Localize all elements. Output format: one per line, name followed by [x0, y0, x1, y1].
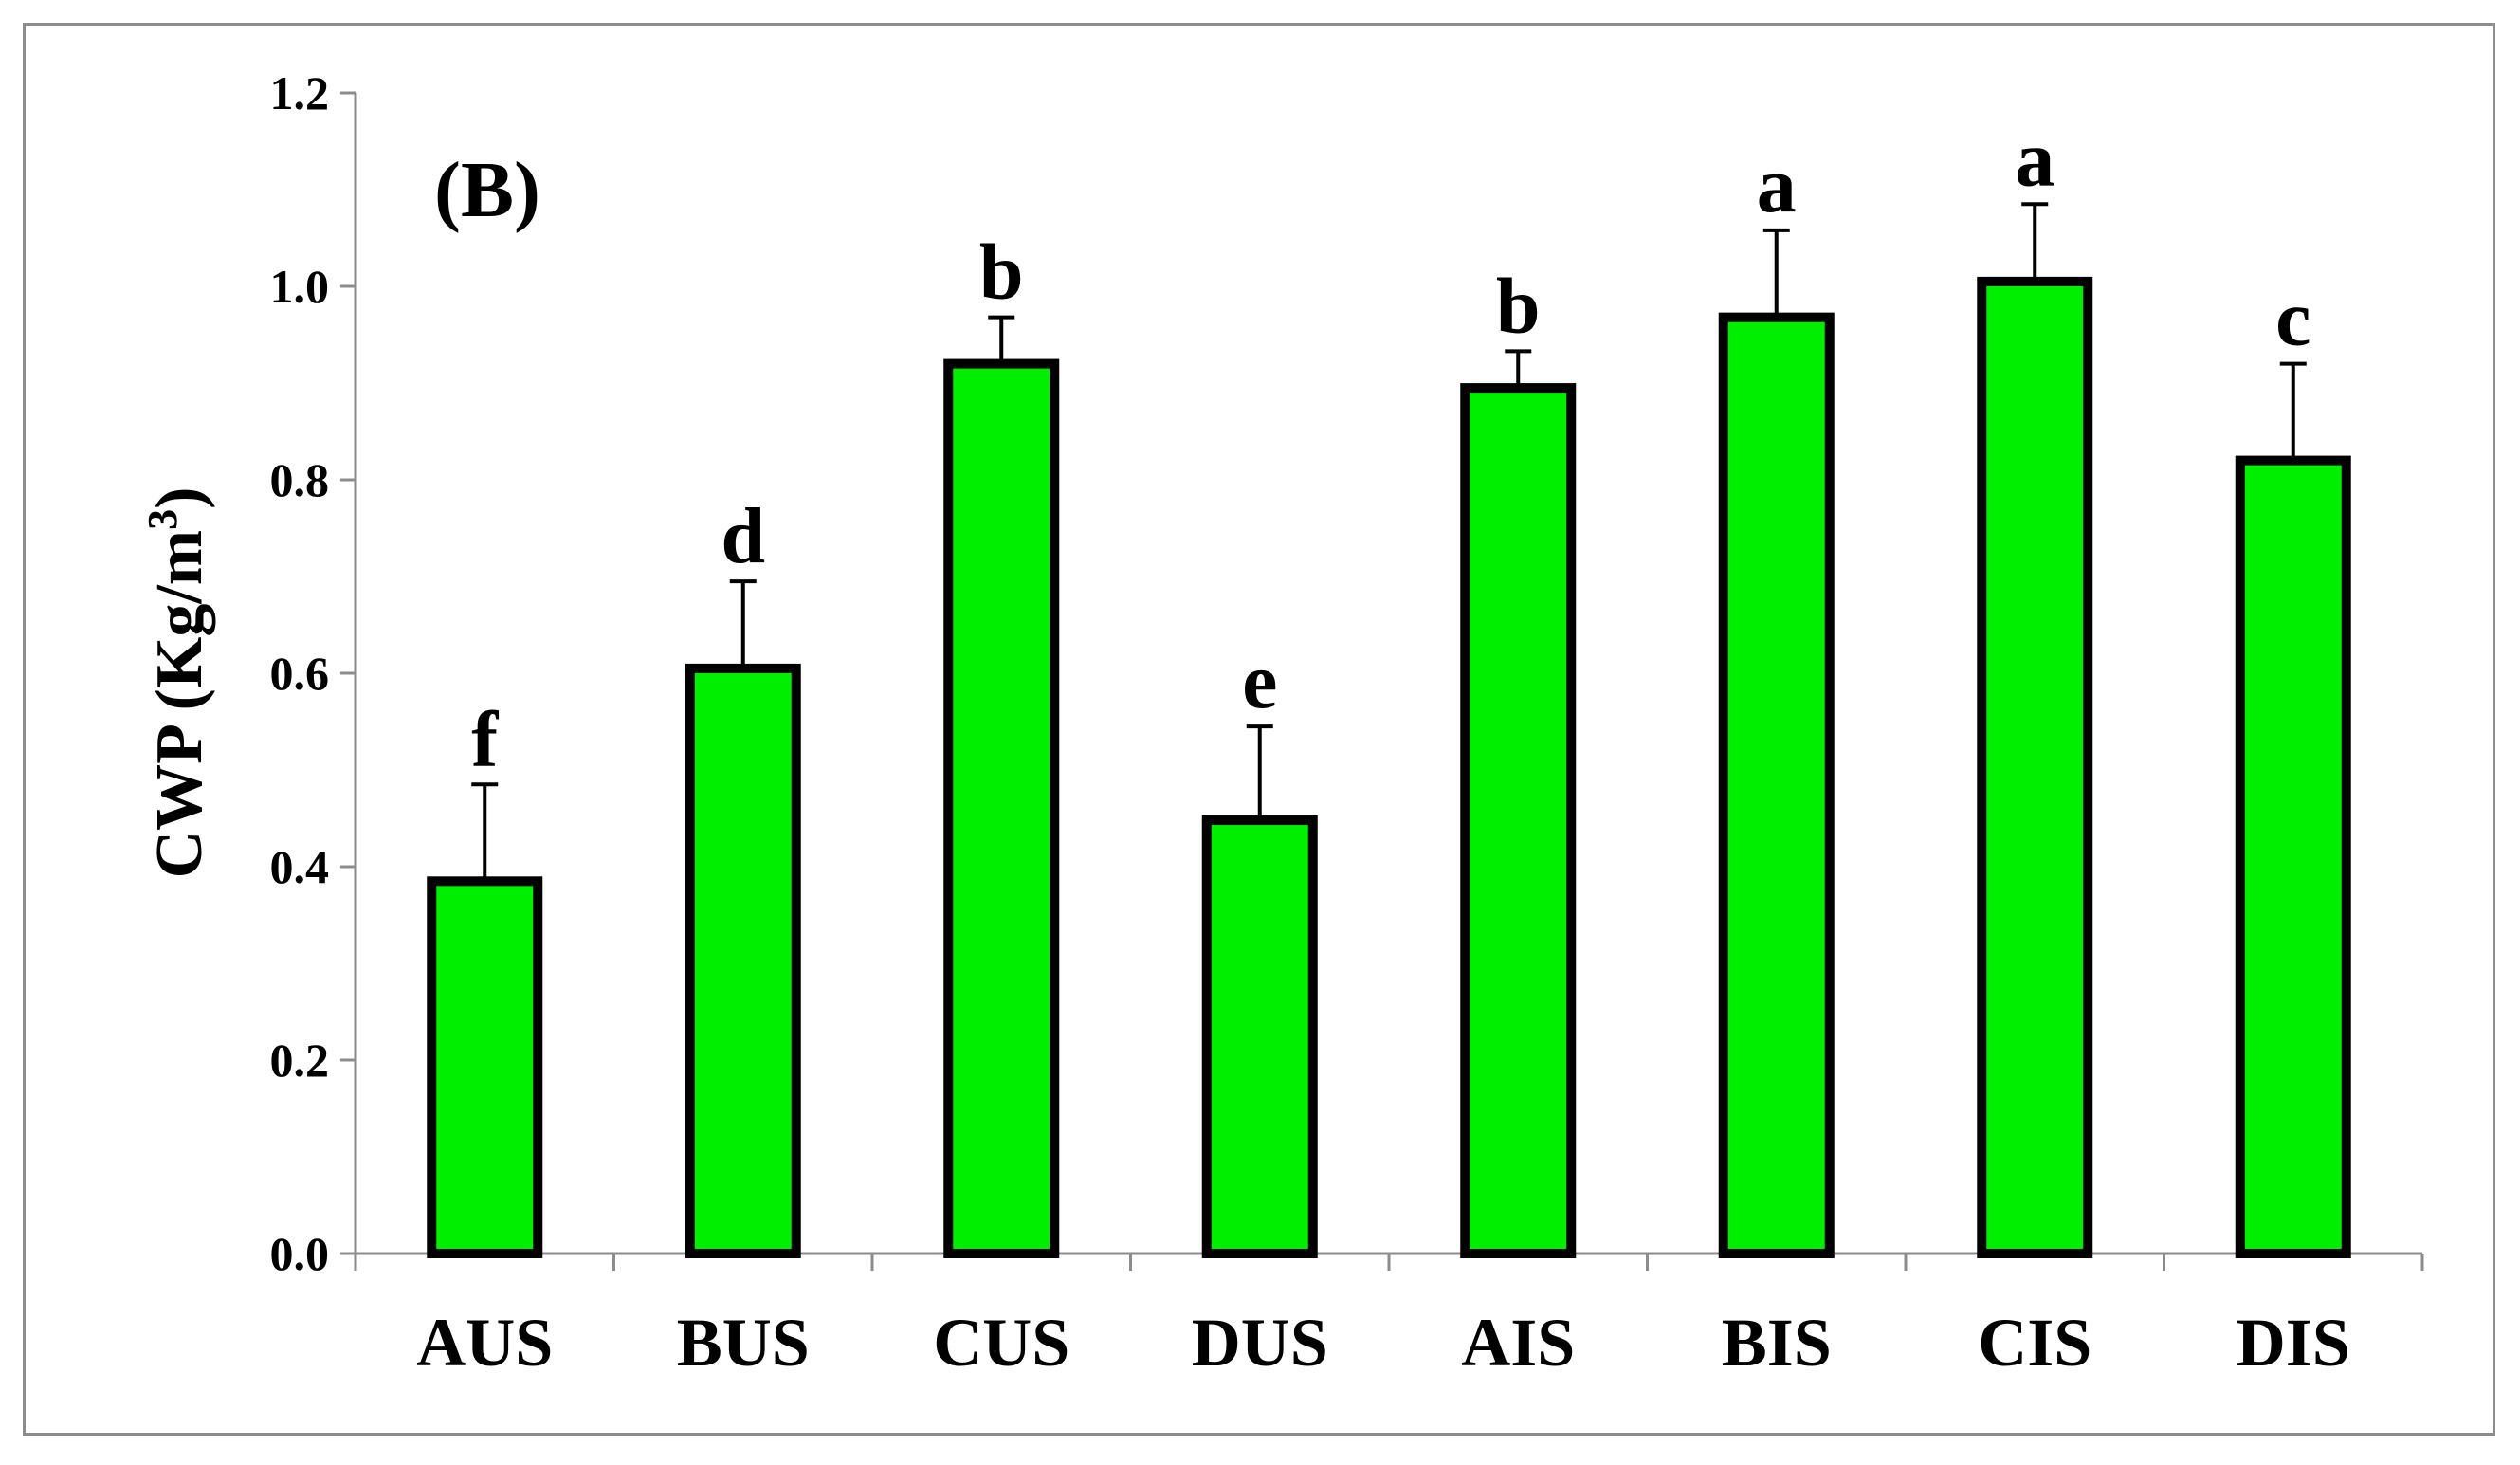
y-tick-label: 0.0 — [270, 1227, 330, 1280]
significance-letter: e — [1242, 637, 1277, 725]
panel-label: (B) — [434, 146, 540, 234]
x-category-label: AUS — [416, 1305, 553, 1381]
y-tick-label: 0.8 — [270, 453, 330, 506]
bar-dus — [1201, 815, 1318, 1258]
x-category-label: DUS — [1192, 1305, 1328, 1381]
y-tick-label: 1.0 — [270, 260, 330, 313]
significance-letter: a — [1757, 141, 1797, 229]
bar-aus — [427, 876, 543, 1258]
bars — [427, 276, 2351, 1259]
bar-cis — [1977, 276, 2093, 1258]
y-tick-label: 0.2 — [270, 1034, 330, 1087]
significance-letter: a — [2015, 115, 2054, 203]
y-axis-title: CWP (Kg/m3) — [139, 487, 216, 879]
bar-bus — [685, 663, 801, 1258]
significance-letter: b — [979, 229, 1024, 317]
bar-cus — [943, 358, 1060, 1259]
x-category-label: CUS — [933, 1305, 1069, 1381]
y-axis: 0.0 0.2 0.4 0.6 0.8 1.0 1.2 — [270, 66, 357, 1280]
x-category-label: BUS — [677, 1305, 810, 1381]
significance-letter: d — [721, 492, 765, 580]
bar-bis — [1718, 312, 1835, 1258]
y-axis-title-superscript: 3 — [139, 509, 186, 530]
y-tick-label: 1.2 — [270, 66, 330, 119]
significance-letter: c — [2275, 275, 2310, 363]
y-axis-title-main: CWP (Kg/m — [143, 530, 216, 878]
x-category-label: CIS — [1978, 1305, 2091, 1381]
significance-letter: f — [471, 695, 499, 783]
y-tick-label: 0.6 — [270, 647, 330, 700]
y-tick-label: 0.4 — [270, 840, 330, 893]
bar-dis — [2235, 455, 2351, 1259]
x-axis: AUS BUS CUS DUS AIS BIS CIS DIS — [354, 1252, 2424, 1381]
x-category-label: AIS — [1461, 1305, 1575, 1381]
significance-letters: f d b e b a a c — [471, 115, 2310, 783]
error-bars — [471, 202, 2307, 882]
bar-ais — [1460, 383, 1577, 1259]
x-category-label: DIS — [2237, 1305, 2350, 1381]
y-axis-title-close: ) — [143, 487, 216, 509]
significance-letter: b — [1496, 262, 1541, 350]
x-category-label: BIS — [1722, 1305, 1832, 1381]
